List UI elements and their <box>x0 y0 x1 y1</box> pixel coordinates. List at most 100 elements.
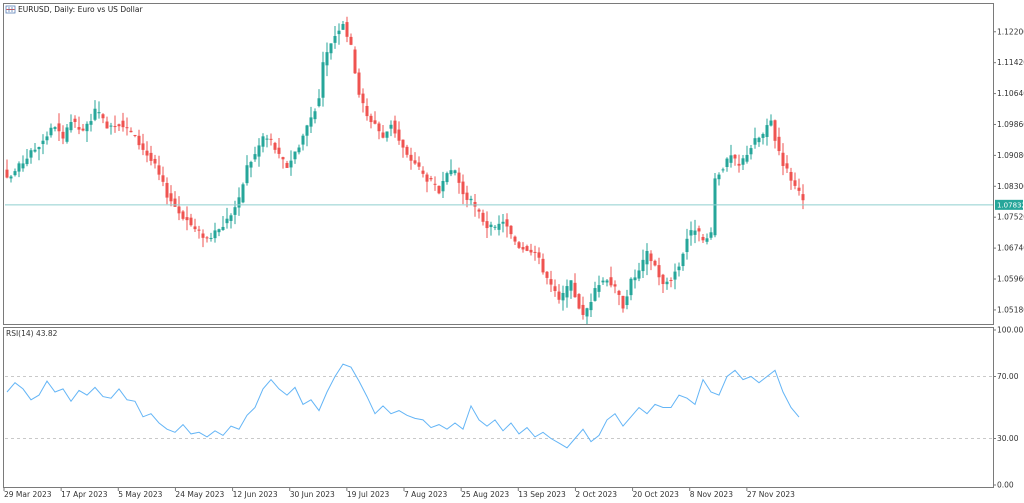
candle <box>617 289 621 306</box>
candle <box>717 172 721 186</box>
candle <box>385 131 389 142</box>
candle <box>533 245 537 261</box>
time-tick-label: 19 Jul 2023 <box>347 490 390 499</box>
candle <box>677 262 681 277</box>
rsi-axis[interactable]: 100.00 70.00 30.00 0.00 <box>993 326 1023 490</box>
price-tick-label: 1.07520 <box>997 213 1024 222</box>
time-tick-label: 13 Sep 2023 <box>518 490 566 499</box>
price-tick-label: 1.09080 <box>997 151 1024 160</box>
candle <box>293 151 297 164</box>
time-axis[interactable]: 29 Mar 2023 17 Apr 2023 5 May 2023 24 May 2… <box>3 487 795 499</box>
candle <box>241 182 245 204</box>
chart-title: EURUSD, Daily: Euro vs US Dollar <box>5 5 143 14</box>
candle <box>305 124 309 147</box>
candle <box>33 143 37 153</box>
candle <box>301 133 305 151</box>
candle <box>121 112 125 132</box>
candle <box>393 115 397 138</box>
time-tick-label: 7 Aug 2023 <box>404 490 447 499</box>
candle <box>789 167 793 190</box>
candle <box>109 122 113 135</box>
candle <box>45 131 49 145</box>
price-axis[interactable]: 1.12200 1.11420 1.10640 1.09860 1.09080 1.083… <box>993 27 1024 314</box>
rsi-tick-label: 70.00 <box>997 372 1019 381</box>
candle <box>797 178 801 196</box>
candle <box>81 124 85 132</box>
candle <box>221 216 225 231</box>
candle <box>341 20 345 30</box>
candle <box>581 296 585 320</box>
candle <box>185 206 189 231</box>
candle <box>785 155 789 174</box>
current-price: 1.07832 <box>5 199 1024 210</box>
candle <box>349 33 353 46</box>
chart-icon <box>5 5 16 14</box>
candle <box>497 215 501 236</box>
candle <box>197 225 201 239</box>
candle <box>209 232 213 242</box>
time-tick-label: 2 Oct 2023 <box>575 490 617 499</box>
candle <box>217 228 221 237</box>
candle <box>653 259 657 267</box>
candle <box>665 277 669 290</box>
candle <box>345 16 349 43</box>
candle <box>317 89 321 108</box>
candle <box>525 244 529 252</box>
candle <box>105 116 109 129</box>
candle <box>449 159 453 177</box>
candle <box>269 133 273 146</box>
candle <box>725 157 729 172</box>
candle <box>673 263 677 290</box>
candle <box>237 187 241 216</box>
candle <box>437 185 441 195</box>
candle <box>321 51 325 107</box>
candle <box>21 155 25 172</box>
rsi-frame <box>3 327 994 488</box>
candle <box>697 225 701 242</box>
candle <box>777 127 781 156</box>
current-price-tag <box>995 199 1023 210</box>
candle <box>57 113 61 141</box>
candle <box>537 247 541 265</box>
time-tick-label: 27 Nov 2023 <box>747 490 795 499</box>
candle <box>625 289 629 310</box>
candle <box>541 253 545 275</box>
candle <box>649 250 653 271</box>
price-tick-label: 1.10640 <box>997 89 1024 98</box>
rsi-line <box>6 363 800 449</box>
candle <box>685 228 689 260</box>
candle <box>149 145 153 166</box>
candle <box>429 175 433 182</box>
candle <box>517 240 521 249</box>
candle <box>373 111 377 125</box>
candle <box>93 100 97 122</box>
candle <box>601 277 605 286</box>
candle <box>641 249 645 279</box>
candle <box>133 134 137 138</box>
candle <box>201 229 205 248</box>
candle <box>593 281 597 302</box>
candle <box>509 225 513 239</box>
candle <box>165 177 169 205</box>
current-price-value: 1.07832 <box>997 201 1024 209</box>
candle <box>117 123 121 131</box>
candle <box>753 127 757 149</box>
rsi-tick-label: 0.00 <box>997 481 1014 490</box>
candle <box>381 124 385 139</box>
price-tick-label: 1.06740 <box>997 244 1024 253</box>
candle <box>461 174 465 205</box>
candle <box>417 156 421 170</box>
price-tick-label: 1.05960 <box>997 275 1024 284</box>
candle <box>425 172 429 193</box>
candle <box>757 136 761 147</box>
candle <box>229 213 233 229</box>
candle <box>433 176 437 191</box>
price-tick-label: 1.11420 <box>997 58 1024 67</box>
candle <box>353 46 357 74</box>
candle <box>589 293 593 317</box>
candle <box>265 134 269 148</box>
candle <box>473 193 477 217</box>
candle <box>569 280 573 299</box>
candle <box>89 113 93 132</box>
